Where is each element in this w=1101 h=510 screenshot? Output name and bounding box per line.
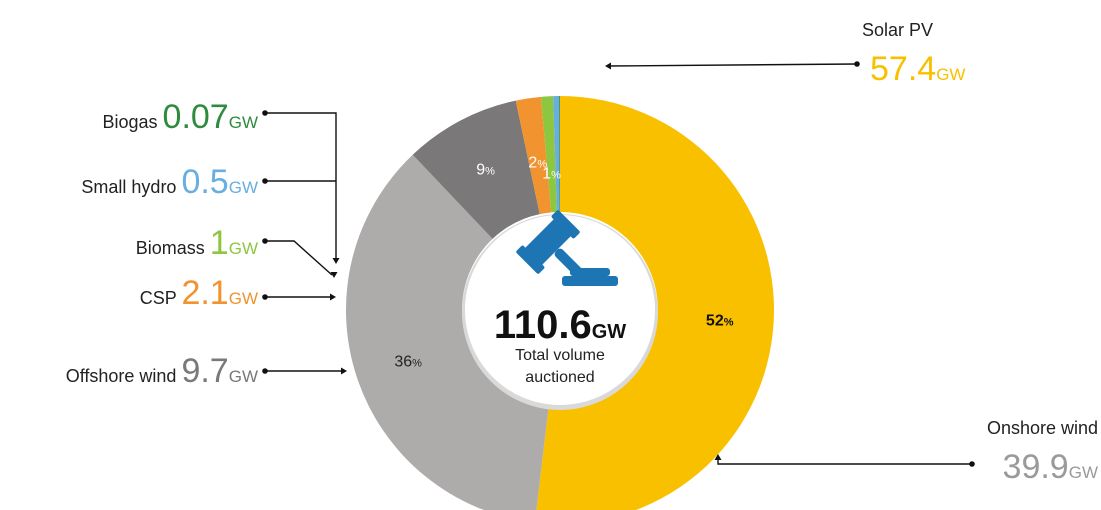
label-value-onshore-wind: 39.9GW bbox=[1003, 448, 1098, 486]
slice-onshore-wind bbox=[346, 154, 549, 510]
center-caption-line2: auctioned bbox=[525, 369, 594, 386]
leader-line-onshore-wind bbox=[717, 456, 972, 465]
label-biogas: Biogas 0.07GW bbox=[102, 98, 258, 136]
leader-line-biomass bbox=[265, 240, 333, 276]
label-biomass: Biomass 1GW bbox=[136, 224, 258, 262]
center-disc bbox=[465, 215, 655, 405]
label-small-hydro: Small hydro 0.5GW bbox=[81, 163, 258, 201]
leader-arrow-biogas bbox=[332, 258, 340, 264]
label-csp: CSP 2.1GW bbox=[140, 274, 258, 312]
pct-label-csp: 2% bbox=[528, 155, 547, 172]
pct-label-onshore-wind: 36% bbox=[394, 353, 422, 370]
leader-lines bbox=[262, 61, 975, 467]
slice-labels: Solar PV 57.4GW Onshore wind 39.9GW Offshore… bbox=[66, 20, 1098, 486]
center-caption-line1: Total volume bbox=[515, 347, 605, 364]
leader-arrow-biomass bbox=[330, 272, 338, 278]
slice-biomass bbox=[540, 96, 557, 213]
slice-offshore-wind bbox=[412, 100, 540, 239]
pct-label-biomass: 1% bbox=[542, 165, 561, 182]
leader-arrow-solar-pv bbox=[605, 62, 611, 70]
pct-label-offshore-wind: 9% bbox=[476, 161, 495, 178]
leader-arrow-onshore-wind bbox=[714, 454, 722, 460]
leader-arrow-csp bbox=[330, 293, 336, 301]
leader-line-solar-pv bbox=[606, 63, 858, 67]
slice-biogas bbox=[559, 96, 560, 213]
leader-arrow-offshore-wind bbox=[341, 367, 347, 375]
label-offshore-wind: Offshore wind 9.7GW bbox=[66, 352, 258, 390]
donut-slices bbox=[346, 96, 774, 510]
label-value-solar-pv: 57.4GW bbox=[870, 50, 965, 88]
slice-small-hydro bbox=[553, 96, 560, 213]
gavel-icon bbox=[516, 210, 618, 286]
slice-solar-pv bbox=[536, 96, 774, 510]
percent-labels: 52% 36% 9% 2%1% bbox=[394, 155, 733, 371]
slice-csp bbox=[515, 96, 552, 215]
leader-line-biogas bbox=[265, 112, 337, 262]
label-name-solar-pv: Solar PV bbox=[862, 20, 933, 40]
pct-label-solar-pv: 52% bbox=[706, 312, 734, 329]
label-name-onshore-wind: Onshore wind bbox=[987, 418, 1098, 438]
center-total: 110.6GW bbox=[494, 303, 626, 347]
